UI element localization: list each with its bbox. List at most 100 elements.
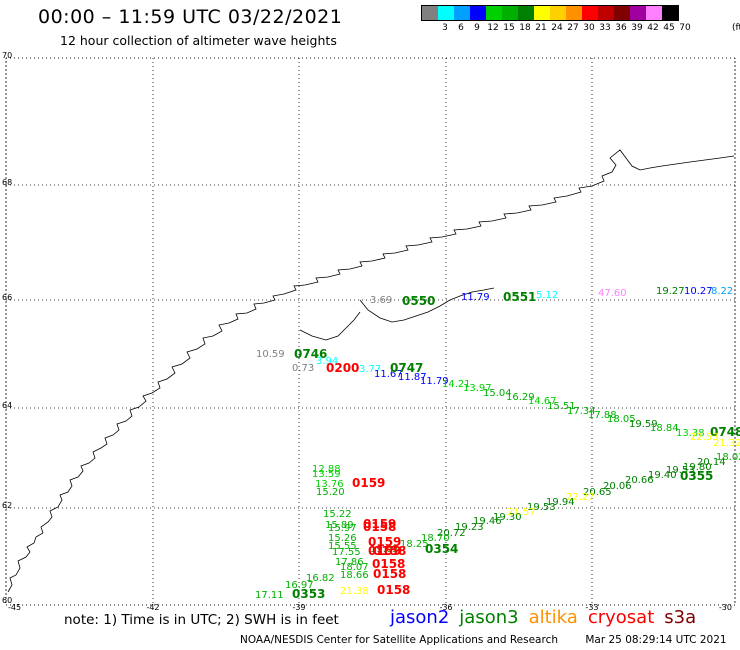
greenland-coastline	[7, 149, 735, 593]
wave-height-value: 17.86	[335, 557, 364, 568]
lat-lon-grid: -45 -42 -39 -36 -33 -30 70 68 66 64 62 60	[2, 51, 736, 612]
wave-height-value: 20.14	[697, 457, 726, 468]
wave-height-value: 15.97	[328, 523, 357, 534]
wave-height-value: 17.88	[588, 410, 617, 421]
wave-height-value: 13.76	[315, 479, 344, 490]
wave-height-value: 18.70	[421, 533, 450, 544]
satellite-legend-item: jason3	[459, 607, 519, 628]
scale-label: 33	[599, 23, 611, 33]
wave-height-value: 15.04	[483, 388, 512, 399]
wave-height-value: 19.53	[666, 465, 695, 476]
footer-credit: NOAA/NESDIS Center for Satellite Applica…	[240, 634, 727, 646]
wave-height-value: 17.34	[567, 406, 596, 417]
satellite-legend: jason2 jason3 altika cryosat s3a	[390, 607, 706, 628]
lat-tick-label: 60	[2, 596, 12, 605]
map-subtitle: 12 hour collection of altimeter wave hei…	[60, 33, 337, 48]
wave-height-value: 13.59	[312, 469, 341, 480]
wave-height-value: 15.22	[323, 509, 352, 520]
wave-height-value: 3.94	[316, 356, 338, 367]
fjord-coastline-south	[299, 311, 361, 341]
pass-time-label: 0159	[368, 535, 401, 549]
wave-height-value: 15.55	[328, 541, 357, 552]
lon-tick-label: -33	[585, 603, 598, 612]
wave-height-value: 5.12	[536, 290, 558, 301]
color-scale-labels: 3 6 9 12 15 18 21 24 27 30 33 36 39 42 45 70	[421, 21, 691, 35]
scale-swatch	[662, 6, 678, 20]
pass-time-label: 0354	[425, 542, 458, 556]
scale-swatch	[550, 6, 566, 20]
wave-height-value: 19.27	[656, 286, 685, 297]
pass-time-label: 0159	[352, 476, 385, 490]
wave-height-value: 21.38	[340, 586, 369, 597]
scale-label: 39	[631, 23, 643, 33]
scale-label: 12	[487, 23, 499, 33]
color-scale-unit: (ft)	[732, 23, 740, 33]
pass-time-label: 0747	[390, 361, 423, 375]
credit-timestamp: Mar 25 08:29:14 UTC 2021	[585, 634, 727, 646]
wave-height-value: 21.57	[507, 507, 536, 518]
wave-height-value: 20.65	[583, 487, 612, 498]
wave-height-value: 22.53	[690, 432, 719, 443]
wave-height-value: 11.79	[420, 376, 449, 387]
wave-height-value: 11.67	[374, 369, 403, 380]
wave-height-value: 20.72	[437, 528, 466, 539]
pass-time-label: 0159	[368, 544, 401, 558]
scale-label: 18	[519, 23, 531, 33]
lon-tick-label: -36	[439, 603, 452, 612]
scale-label: 6	[458, 23, 464, 33]
wave-height-value: 16.82	[306, 573, 335, 584]
wave-height-value: 19.59	[629, 419, 658, 430]
scale-label: 21	[535, 23, 547, 33]
pass-time-label: 0200	[326, 361, 359, 375]
coastline	[7, 149, 735, 593]
wave-height-value: 19.80	[683, 462, 712, 473]
wave-height-value: 10.59	[256, 349, 285, 360]
wave-height-value: 18.25	[400, 539, 429, 550]
wave-height-value: 47.60	[598, 288, 627, 299]
wave-height-value: 3.77	[359, 364, 381, 375]
wave-height-value: 21.32	[713, 438, 740, 449]
wave-height-value: 10.27	[684, 286, 713, 297]
color-scale-swatches	[421, 5, 679, 21]
lon-tick-label: -39	[292, 603, 305, 612]
pass-time-label: 0748	[710, 425, 740, 439]
wave-height-value: 11.87	[398, 372, 427, 383]
scale-label: 27	[567, 23, 579, 33]
wave-height-value: 18.84	[650, 423, 679, 434]
wave-height-value: 16.97	[285, 580, 314, 591]
lat-tick-label: 66	[2, 293, 12, 302]
wave-height-value: 11.79	[461, 292, 490, 303]
scale-swatch	[486, 6, 502, 20]
scale-swatch	[614, 6, 630, 20]
scale-swatch	[598, 6, 614, 20]
wave-height-value: 13.38	[676, 428, 705, 439]
wave-height-value: 3.69	[370, 295, 392, 306]
wave-height-value: 17.11	[255, 590, 284, 601]
scale-swatch	[518, 6, 534, 20]
lon-tick-label: -45	[8, 603, 21, 612]
credit-text: NOAA/NESDIS Center for Satellite Applica…	[240, 634, 558, 646]
lat-tick-label: 68	[2, 178, 12, 187]
wave-height-value: 17.55	[332, 547, 361, 558]
scale-swatch	[534, 6, 550, 20]
wave-height-value: 19.03	[370, 544, 399, 555]
lat-tick-label: 62	[2, 501, 12, 510]
wave-height-value: 8.22	[711, 286, 733, 297]
map-title: 00:00 – 11:59 UTC 03/22/2021	[38, 6, 343, 28]
scale-swatch	[422, 6, 438, 20]
scale-swatch	[566, 6, 582, 20]
wave-height-value: 14.67	[528, 396, 557, 407]
scale-label: 3	[442, 23, 448, 33]
wave-height-value: 20.66	[625, 475, 654, 486]
satellite-legend-item: jason2	[390, 607, 450, 628]
wave-height-value: 19.40	[648, 470, 677, 481]
footer-note: note: 1) Time is in UTC; 2) SWH is in fe…	[64, 612, 339, 628]
wave-height-value: 19.46	[473, 516, 502, 527]
wave-height-value: 18.05	[607, 414, 636, 425]
wave-height-value: 13.97	[463, 383, 492, 394]
pass-time-label: 0159	[363, 517, 396, 531]
lat-tick-label: 70	[2, 51, 12, 60]
scale-label: 24	[551, 23, 563, 33]
